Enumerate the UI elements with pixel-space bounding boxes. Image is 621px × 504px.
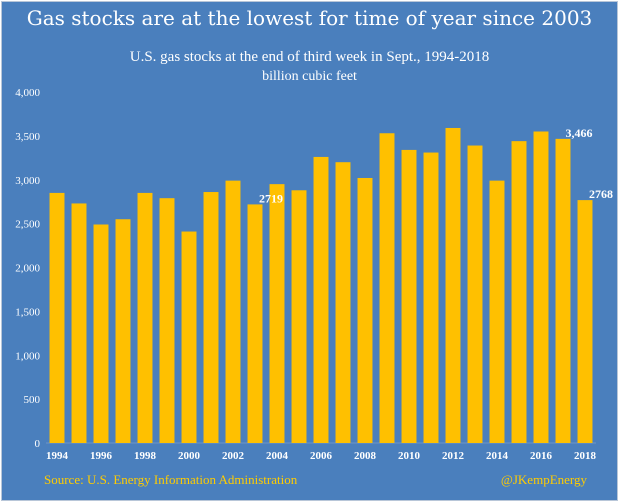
x-tick-label: 2010 (398, 450, 421, 462)
x-tick-label: 1994 (46, 450, 69, 462)
bar-2007 (335, 162, 351, 443)
y-tick-label: 0 (35, 438, 41, 450)
bar-2013 (467, 145, 483, 443)
bar-2011 (423, 152, 439, 444)
data-label-2017: 3,466 (566, 126, 593, 140)
bar-2002 (225, 180, 241, 443)
x-tick-label: 2000 (178, 450, 201, 462)
bar-2000 (181, 231, 197, 443)
bar-2016 (533, 131, 549, 444)
bar-1995 (71, 203, 87, 443)
data-label-2003: 2719 (259, 191, 283, 205)
bar-1997 (115, 219, 131, 443)
x-tick-label: 2002 (222, 450, 245, 462)
y-tick-label: 3,500 (15, 131, 40, 143)
bar-2012 (445, 127, 461, 443)
bar-2008 (357, 177, 373, 443)
bar-2018 (577, 200, 593, 443)
bar-chart: 0 500 1,000 1,500 2,000 2,500 3,000 3,500 4,000 1… (15, 87, 613, 462)
bar-2010 (401, 149, 417, 444)
bar-1996 (93, 224, 109, 443)
source-note: Source: U.S. Energy Information Administ… (44, 472, 298, 487)
x-tick-label: 1996 (90, 450, 113, 462)
bar-2001 (203, 192, 219, 443)
x-tick-label: 2014 (486, 450, 509, 462)
chart-units: billion cubic feet (262, 69, 357, 84)
y-tick-label: 4,000 (15, 87, 40, 99)
y-tick-label: 1,500 (15, 306, 40, 318)
x-tick-label: 2016 (530, 450, 553, 462)
bar-1994 (49, 192, 65, 443)
chart-subtitle: U.S. gas stocks at the end of third week… (129, 49, 490, 65)
bar-2017 (555, 138, 571, 443)
author-handle: @JKempEnergy (500, 472, 587, 487)
x-tick-label: 2018 (574, 450, 597, 462)
bar-2006 (313, 156, 329, 443)
x-tick-label: 2008 (354, 450, 377, 462)
bar-1998 (137, 192, 153, 443)
bar-2009 (379, 133, 395, 443)
bar-2003 (247, 204, 263, 443)
bar-2015 (511, 141, 527, 443)
y-tick-label: 1,000 (15, 350, 40, 362)
bar-2004 (269, 184, 285, 443)
bar-1999 (159, 198, 175, 443)
y-tick-label: 2,000 (15, 263, 40, 275)
y-tick-label: 3,000 (15, 175, 40, 187)
y-tick-label: 500 (24, 394, 41, 406)
bar-2005 (291, 190, 307, 443)
data-label-2018: 2768 (589, 187, 613, 201)
x-tick-label: 2004 (266, 450, 289, 462)
x-tick-label: 2012 (442, 450, 465, 462)
bar-2014 (489, 180, 505, 443)
x-tick-label: 1998 (134, 450, 157, 462)
x-tick-label: 2006 (310, 450, 333, 462)
y-tick-label: 2,500 (15, 219, 40, 231)
chart-title: Gas stocks are at the lowest for time of… (26, 6, 593, 30)
